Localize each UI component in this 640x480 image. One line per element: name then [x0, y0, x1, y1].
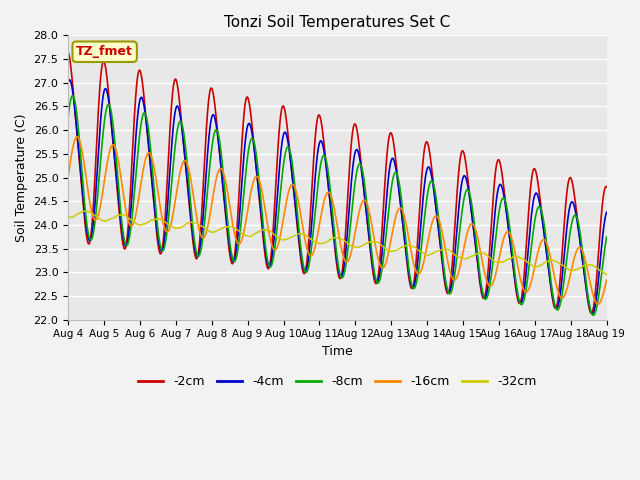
-32cm [320, 240, 328, 246]
Y-axis label: Soil Temperature (C): Soil Temperature (C) [15, 113, 28, 242]
-16cm [586, 280, 594, 286]
-2cm [588, 311, 595, 316]
X-axis label: Time: Time [322, 345, 353, 358]
-8cm [291, 180, 298, 186]
-4cm [295, 234, 303, 240]
-8cm [456, 231, 463, 237]
-2cm [586, 309, 594, 314]
-4cm [320, 149, 328, 155]
-32cm [291, 233, 298, 239]
-16cm [594, 301, 602, 307]
Line: -16cm: -16cm [68, 137, 607, 304]
-4cm [603, 209, 611, 215]
-32cm [559, 263, 567, 268]
-4cm [66, 77, 74, 83]
-4cm [291, 194, 298, 200]
-2cm [291, 194, 298, 200]
Legend: -2cm, -4cm, -8cm, -16cm, -32cm: -2cm, -4cm, -8cm, -16cm, -32cm [133, 370, 541, 393]
-32cm [64, 214, 72, 220]
-16cm [74, 134, 81, 140]
Text: TZ_fmet: TZ_fmet [76, 45, 133, 58]
-8cm [589, 312, 597, 318]
-16cm [559, 295, 567, 300]
-4cm [588, 311, 596, 316]
-32cm [603, 272, 611, 277]
-8cm [586, 305, 594, 311]
-16cm [456, 266, 463, 272]
-2cm [456, 163, 463, 169]
-2cm [295, 237, 303, 243]
-32cm [456, 254, 463, 260]
-2cm [559, 234, 567, 240]
-2cm [320, 141, 328, 146]
-32cm [603, 272, 611, 277]
Title: Tonzi Soil Temperatures Set C: Tonzi Soil Temperatures Set C [224, 15, 451, 30]
-16cm [320, 198, 328, 204]
-32cm [586, 262, 594, 268]
Line: -4cm: -4cm [68, 80, 607, 313]
-16cm [291, 183, 298, 189]
-4cm [64, 80, 72, 85]
-8cm [603, 234, 611, 240]
-16cm [295, 201, 303, 206]
-32cm [81, 208, 89, 214]
-32cm [295, 231, 303, 237]
-2cm [603, 184, 611, 190]
-8cm [68, 93, 76, 98]
-8cm [559, 283, 567, 288]
-4cm [586, 307, 594, 312]
-16cm [64, 173, 72, 179]
Line: -8cm: -8cm [68, 96, 607, 315]
-8cm [320, 153, 328, 158]
Line: -2cm: -2cm [68, 52, 607, 313]
-8cm [64, 113, 72, 119]
Line: -32cm: -32cm [68, 211, 607, 275]
-4cm [559, 262, 567, 268]
-16cm [603, 277, 611, 283]
-2cm [64, 49, 72, 55]
-4cm [456, 199, 463, 204]
-8cm [295, 226, 303, 231]
